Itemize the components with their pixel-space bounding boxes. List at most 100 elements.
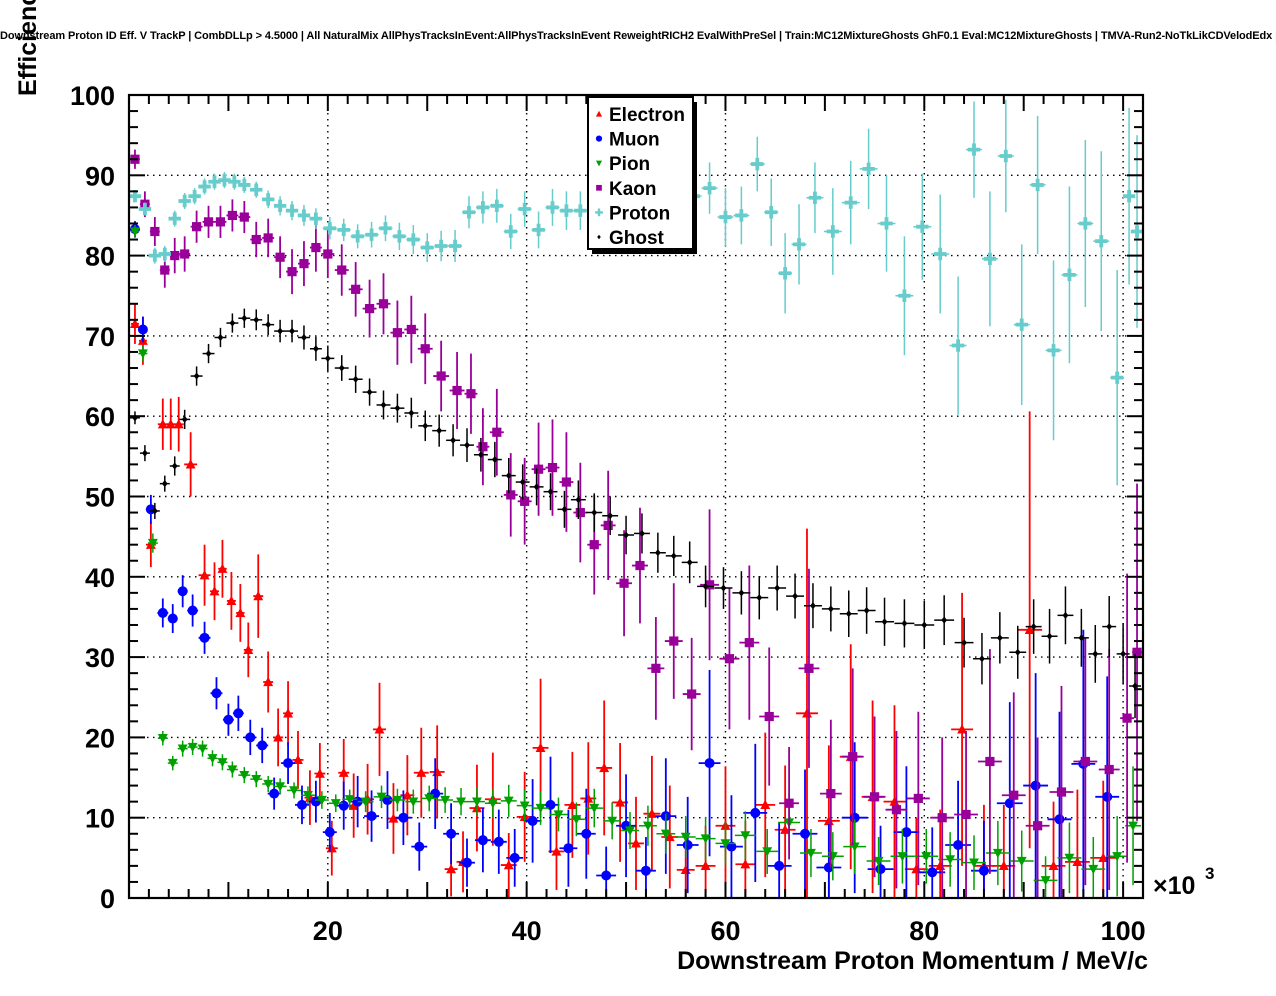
data-point xyxy=(509,852,520,863)
data-point xyxy=(992,848,1003,859)
legend-entry-proton[interactable]: Proton xyxy=(595,203,670,224)
data-point xyxy=(188,189,201,203)
x-tick-label: 60 xyxy=(710,916,740,946)
data-point xyxy=(703,181,716,195)
x-tick-label: 80 xyxy=(909,916,939,946)
data-point xyxy=(1030,622,1037,631)
legend-entry-ghost[interactable]: Ghost xyxy=(597,228,665,249)
data-point xyxy=(167,613,178,624)
data-point xyxy=(226,595,237,606)
data-point xyxy=(197,744,208,754)
data-point xyxy=(407,233,420,246)
data-point xyxy=(913,793,923,804)
data-point xyxy=(487,799,498,809)
data-point xyxy=(574,204,587,217)
data-point xyxy=(719,210,732,224)
data-point xyxy=(420,344,430,354)
data-point xyxy=(881,618,888,626)
data-point xyxy=(961,809,971,820)
data-point xyxy=(161,480,168,488)
data-point xyxy=(740,831,751,841)
data-point xyxy=(239,212,249,222)
data-series-layer xyxy=(128,99,1144,898)
data-point xyxy=(880,217,893,230)
data-point xyxy=(199,569,210,580)
data-point xyxy=(168,212,181,225)
data-point xyxy=(440,795,451,806)
data-point xyxy=(670,552,677,560)
series-kaon xyxy=(129,149,1143,898)
data-point xyxy=(927,867,938,878)
data-point xyxy=(1095,234,1108,248)
data-point xyxy=(778,267,792,280)
data-point xyxy=(1104,764,1114,775)
data-point xyxy=(414,841,425,852)
data-point xyxy=(277,327,283,335)
data-point xyxy=(1024,624,1035,634)
data-point xyxy=(478,442,488,452)
data-point xyxy=(178,194,191,208)
data-point xyxy=(826,789,836,799)
data-point xyxy=(1031,178,1044,192)
data-point xyxy=(1062,611,1069,619)
axis-frame xyxy=(127,93,1145,900)
data-point xyxy=(238,178,251,192)
data-point xyxy=(165,419,176,429)
legend-entry-muon[interactable]: Muon xyxy=(595,130,660,151)
data-point xyxy=(157,607,168,618)
data-point xyxy=(967,143,981,156)
x-axis-exponent: ×10 xyxy=(1153,872,1195,900)
data-point xyxy=(181,415,188,424)
data-point xyxy=(477,835,488,846)
data-point xyxy=(275,252,285,262)
data-point xyxy=(639,529,645,538)
data-point xyxy=(756,594,763,602)
data-point xyxy=(596,184,602,191)
tick-labels: 0 10 20 30 40 50 60 70 80 90 100 20 40 60 80 100 xyxy=(70,81,1146,946)
data-point xyxy=(1088,864,1099,875)
x-axis-title: Downstream Proton Momentum / MeV/c xyxy=(677,947,1148,975)
y-tick-label: 80 xyxy=(85,242,115,272)
data-point xyxy=(448,239,462,253)
data-point xyxy=(535,803,546,814)
data-point xyxy=(456,797,466,807)
data-point xyxy=(535,742,546,752)
data-point xyxy=(957,724,968,734)
data-point xyxy=(398,812,409,823)
data-point xyxy=(324,827,335,838)
data-point xyxy=(720,584,727,592)
y-tick-label: 30 xyxy=(85,643,115,673)
data-point xyxy=(452,385,462,396)
data-point xyxy=(309,212,323,225)
data-point xyxy=(227,210,237,221)
data-point xyxy=(547,488,554,496)
data-point xyxy=(330,799,341,809)
legend-entry-kaon[interactable]: Kaon xyxy=(596,179,657,200)
data-point xyxy=(519,801,530,811)
data-point xyxy=(393,230,406,243)
legend-entry-electron[interactable]: Electron xyxy=(595,105,685,126)
data-point xyxy=(217,333,224,342)
data-point xyxy=(217,563,228,573)
data-point xyxy=(148,249,162,262)
data-point xyxy=(344,795,355,805)
data-point xyxy=(1014,648,1021,656)
data-point xyxy=(392,328,403,338)
data-point xyxy=(1120,650,1126,658)
data-point xyxy=(945,855,956,865)
legend[interactable]: Electron Muon Pion Kaon Proton Ghost xyxy=(587,96,697,254)
data-point xyxy=(792,238,806,251)
data-point xyxy=(378,299,389,309)
data-point xyxy=(137,349,148,359)
data-point xyxy=(289,327,295,335)
data-point xyxy=(275,782,286,792)
data-point xyxy=(151,507,158,515)
data-point xyxy=(669,636,679,646)
data-point xyxy=(338,364,345,372)
plot-title: Downstream Proton ID Eff. V TrackP | Com… xyxy=(0,30,1276,42)
data-point xyxy=(490,199,504,213)
data-point xyxy=(1048,860,1059,871)
data-point xyxy=(735,209,748,222)
legend-entry-pion[interactable]: Pion xyxy=(595,154,650,175)
